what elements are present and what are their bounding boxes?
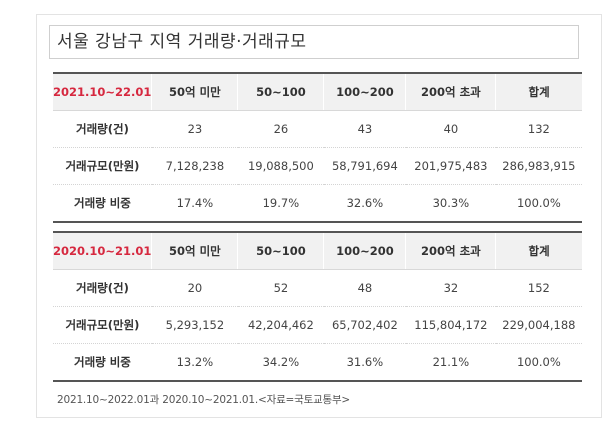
table-cell: 31.6% <box>346 355 384 369</box>
table-cell: 229,004,188 <box>495 306 582 344</box>
table-row: 거래량(건) 20 52 48 32 152 <box>53 269 582 307</box>
column-header: 50억 미만 <box>151 73 238 111</box>
column-header: 합계 <box>495 232 582 270</box>
table-cell: 34.2% <box>262 355 300 369</box>
table-cell: 19.7% <box>262 196 300 210</box>
source-caption: 2021.10~2022.01과 2020.10~2021.01.<자료=국토교… <box>57 394 351 406</box>
row-label: 거래량(건) <box>53 110 152 148</box>
table-header-row: 2021.10~22.01 50억 미만 50~100 100~200 200억… <box>53 73 582 111</box>
period-label: 2021.10~22.01 <box>53 73 152 111</box>
column-header: 50~100 <box>237 73 324 111</box>
table-cell: 201,975,483 <box>405 147 496 185</box>
row-label: 거래규모(만원) <box>53 306 152 344</box>
transaction-table-2021: 2021.10~22.01 50억 미만 50~100 100~200 200억… <box>53 72 582 223</box>
transaction-table-2020: 2020.10~21.01 50억 미만 50~100 100~200 200억… <box>53 231 582 382</box>
table-cell: 43 <box>323 110 406 148</box>
column-header: 50억 미만 <box>151 232 238 270</box>
table-cell: 48 <box>323 269 406 307</box>
row-label: 거래규모(만원) <box>53 147 152 185</box>
table-cell: 7,128,238 <box>151 147 238 185</box>
table-cell: 21.1% <box>432 355 470 369</box>
table-row: 거래량 비중 13.2% 34.2% 31.6% 21.1% 100.0% <box>53 344 582 382</box>
table-cell: 286,983,915 <box>495 147 582 185</box>
column-header: 200억 초과 <box>405 73 496 111</box>
row-label: 거래량 비중 <box>73 355 131 369</box>
table-cell: 42,204,462 <box>237 306 324 344</box>
table-cell: 20 <box>151 269 238 307</box>
table-cell: 58,791,694 <box>323 147 406 185</box>
table-cell: 152 <box>495 269 582 307</box>
table-cell: 115,804,172 <box>405 306 496 344</box>
column-header: 100~200 <box>323 232 406 270</box>
table-row: 거래량(건) 23 26 43 40 132 <box>53 110 582 148</box>
table-cell: 32 <box>405 269 496 307</box>
table-row: 거래량 비중 17.4% 19.7% 32.6% 30.3% 100.0% <box>53 185 582 223</box>
table-cell: 32.6% <box>346 196 384 210</box>
row-label: 거래량(건) <box>53 269 152 307</box>
row-label: 거래량 비중 <box>73 196 131 210</box>
table-cell: 65,702,402 <box>323 306 406 344</box>
column-header: 200억 초과 <box>405 232 496 270</box>
column-header: 50~100 <box>237 232 324 270</box>
column-header: 100~200 <box>323 73 406 111</box>
article-figure-frame: 서울 강남구 지역 거래량·거래규모 2021.10~22.01 50억 미만 … <box>36 14 602 418</box>
table-cell: 26 <box>237 110 324 148</box>
table-cell: 30.3% <box>432 196 470 210</box>
table-cell: 17.4% <box>176 196 214 210</box>
table-cell: 132 <box>495 110 582 148</box>
table-cell: 40 <box>405 110 496 148</box>
table-cell: 100.0% <box>516 355 561 369</box>
table-cell: 52 <box>237 269 324 307</box>
table-cell: 23 <box>151 110 238 148</box>
column-header: 합계 <box>495 73 582 111</box>
table-cell: 100.0% <box>516 196 561 210</box>
period-label: 2020.10~21.01 <box>53 232 152 270</box>
figure-title: 서울 강남구 지역 거래량·거래규모 <box>49 25 579 59</box>
table-row: 거래규모(만원) 7,128,238 19,088,500 58,791,694… <box>53 147 582 185</box>
table-cell: 13.2% <box>176 355 214 369</box>
table-cell: 19,088,500 <box>237 147 324 185</box>
table-cell: 5,293,152 <box>151 306 238 344</box>
table-row: 거래규모(만원) 5,293,152 42,204,462 65,702,402… <box>53 306 582 344</box>
table-header-row: 2020.10~21.01 50억 미만 50~100 100~200 200억… <box>53 232 582 270</box>
